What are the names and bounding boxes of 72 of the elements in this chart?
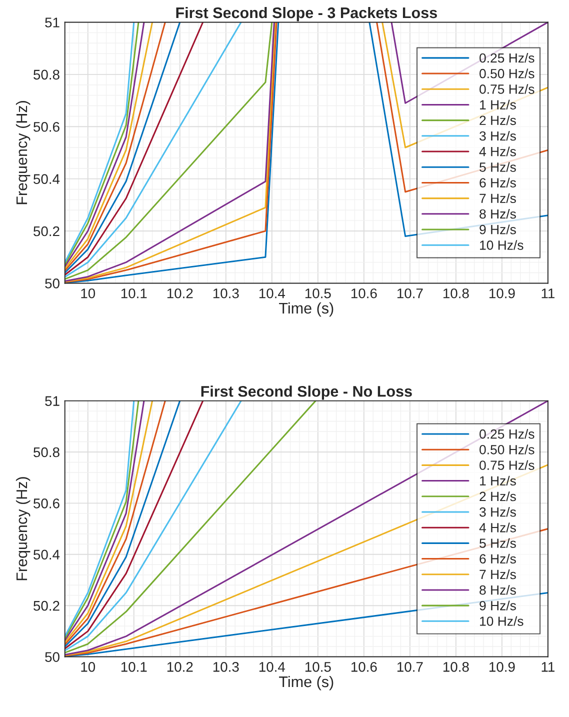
line-series <box>64 400 316 654</box>
y-axis-title: Frequency (Hz) <box>16 101 30 204</box>
legend-label: 0.50 Hz/s <box>480 68 534 78</box>
legend-label: 0.75 Hz/s <box>480 460 534 470</box>
y-tick-label: 50.6 <box>34 122 60 132</box>
x-tick-label: 10.2 <box>167 288 193 298</box>
legend-label: 8 Hz/s <box>480 208 516 219</box>
chart-title: First Second Slope - 3 Packets Loss <box>176 6 437 22</box>
legend-label: 6 Hz/s <box>480 554 516 564</box>
y-tick-label: 50.2 <box>34 226 60 236</box>
legend-label: 0.75 Hz/s <box>480 84 534 94</box>
legend-label: 5 Hz/s <box>480 162 516 172</box>
legend-label: 5 Hz/s <box>480 538 516 548</box>
y-tick-label: 50.4 <box>34 550 60 560</box>
x-tick-label: 10.3 <box>213 288 239 298</box>
y-tick-label: 50.4 <box>34 174 60 184</box>
y-tick-label: 51 <box>45 396 60 406</box>
legend-label: 2 Hz/s <box>480 491 516 502</box>
x-tick-label: 10.6 <box>351 662 377 672</box>
y-axis-title: Frequency (Hz) <box>16 477 30 580</box>
legend-label: 3 Hz/s <box>480 507 516 517</box>
y-tick-label: 50.6 <box>34 498 60 508</box>
legend-label: 8 Hz/s <box>480 585 516 595</box>
x-tick-label: 10.1 <box>121 288 147 298</box>
chart-title: First Second Slope - No Loss <box>201 386 412 400</box>
legend-label: 10 Hz/s <box>480 240 524 250</box>
line-series <box>64 22 273 280</box>
legend-label: 6 Hz/s <box>480 178 516 188</box>
line-series <box>64 22 204 276</box>
x-tick-label: 10.8 <box>443 662 469 672</box>
legend-label: 10 Hz/s <box>480 616 524 626</box>
legend-label: 9 Hz/s <box>480 224 516 234</box>
legend-label: 2 Hz/s <box>480 115 516 126</box>
x-tick-label: 10.3 <box>213 662 239 672</box>
x-tick-label: 10.9 <box>489 288 515 298</box>
x-tick-label: 10 <box>81 288 96 298</box>
legend-label: 1 Hz/s <box>480 476 516 486</box>
x-tick-label: 11 <box>542 662 554 672</box>
x-axis-title: Time (s) <box>279 676 334 690</box>
x-tick-label: 10 <box>81 662 96 672</box>
x-tick-label: 10.6 <box>351 288 377 298</box>
x-tick-label: 10.1 <box>121 662 147 672</box>
line-series <box>64 400 242 652</box>
y-tick-label: 50 <box>45 278 60 288</box>
legend-label: 0.25 Hz/s <box>480 52 534 63</box>
x-tick-label: 10.8 <box>443 288 469 298</box>
y-tick-label: 50.8 <box>34 70 60 80</box>
line-series <box>64 400 204 650</box>
y-tick-label: 50.2 <box>34 600 60 611</box>
legend-label: 0.50 Hz/s <box>480 444 534 454</box>
legend-label: 7 Hz/s <box>480 569 516 580</box>
legend-label: 3 Hz/s <box>480 130 516 141</box>
legend-label: 7 Hz/s <box>480 193 516 204</box>
y-tick-label: 51 <box>45 18 60 28</box>
x-tick-label: 10.4 <box>259 288 286 298</box>
legend-label: 0.25 Hz/s <box>480 429 534 439</box>
x-tick-label: 10.4 <box>259 662 286 672</box>
x-tick-label: 10.9 <box>489 662 515 672</box>
y-tick-label: 50 <box>45 652 60 662</box>
x-tick-label: 10.5 <box>305 662 331 672</box>
y-tick-label: 50.8 <box>34 447 60 458</box>
legend-label: 9 Hz/s <box>480 600 516 610</box>
line-series <box>64 22 242 278</box>
x-tick-label: 11 <box>542 288 554 298</box>
x-tick-label: 10.5 <box>305 288 331 298</box>
x-axis-title: Time (s) <box>279 302 334 317</box>
legend-label: 4 Hz/s <box>479 522 516 532</box>
legend-label: 1 Hz/s <box>480 100 516 110</box>
x-tick-label: 10.7 <box>397 662 423 672</box>
legend-label: 4 Hz/s <box>479 146 516 156</box>
x-tick-label: 10.7 <box>397 288 423 298</box>
x-tick-label: 10.2 <box>167 662 193 672</box>
